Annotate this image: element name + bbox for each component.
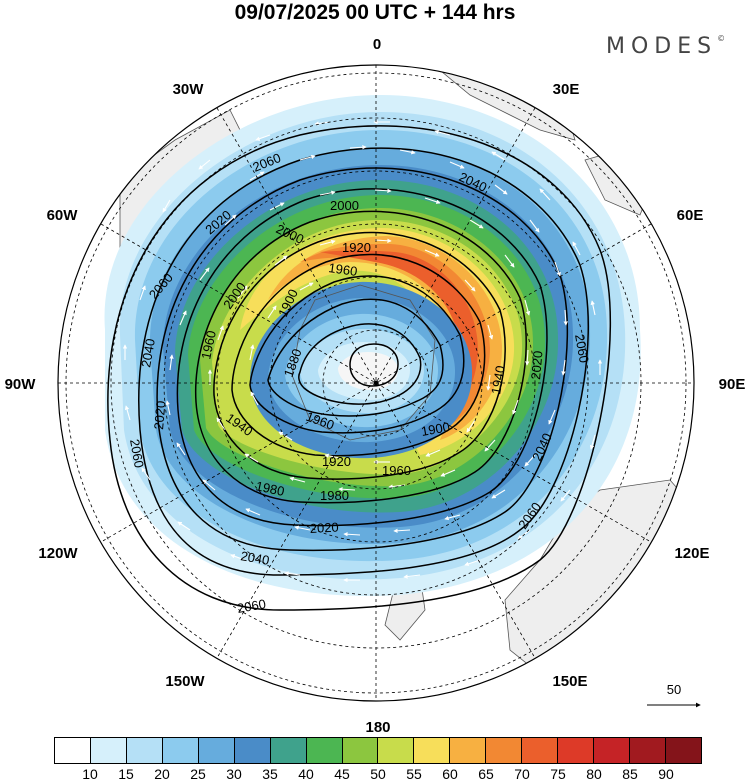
colorbar-tick-label: 10 (82, 766, 98, 782)
antarctica-coast (291, 284, 436, 441)
contour-label: 1960 (382, 463, 411, 478)
lon-label-0: 0 (373, 36, 381, 53)
contour-label: 1960 (198, 329, 219, 360)
brand-text: MODES (606, 34, 718, 59)
colorbar-swatch (90, 738, 127, 763)
lon-label-150w: 150W (165, 673, 205, 690)
lon-label-90e: 90E (719, 376, 746, 393)
colorbar-swatch (558, 738, 595, 763)
contour-2060 (107, 125, 611, 611)
colorbar-ticks: 10 15 20 25 30 35 40 45 50 55 60 65 70 75 80 85 90 (54, 766, 702, 782)
contour-1920 (249, 275, 465, 434)
colorbar-swatch (450, 738, 487, 763)
colorbar-swatch (270, 738, 307, 763)
colorbar-swatch (378, 738, 415, 763)
colorbar-tick-label: 20 (154, 766, 170, 782)
contour-label: 2020 (528, 350, 545, 380)
contour-label: 1980 (320, 488, 349, 503)
colorbar-swatch (162, 738, 199, 763)
colorbar-swatch (522, 738, 559, 763)
contour-1940 (231, 253, 486, 457)
colorbar-swatch (665, 738, 701, 763)
contour-2000 (176, 188, 548, 527)
colorbar-tick-label: 45 (334, 766, 350, 782)
shade-75 (320, 250, 478, 408)
colorbar-swatch (414, 738, 451, 763)
colorbar-tick-label: 25 (190, 766, 206, 782)
contour-label: 2060 (236, 596, 267, 616)
wind-vectors (122, 119, 603, 583)
contour-label: 1920 (342, 240, 371, 255)
colorbar-tick-label: 50 (370, 766, 386, 782)
graticule (58, 65, 694, 701)
contour-label: 1940 (488, 364, 508, 395)
colorbar-swatch (198, 738, 235, 763)
contour-2040 (138, 147, 590, 576)
contour-label: 2040 (239, 548, 270, 568)
contour-label: 2020 (309, 520, 339, 536)
contour-1880 (298, 323, 422, 405)
colorbar-tick-label: 35 (262, 766, 278, 782)
colorbar-swatch (486, 738, 523, 763)
colorbar (54, 737, 702, 764)
colorbar-tick-label: 70 (514, 766, 530, 782)
contour-label: 1920 (322, 454, 351, 469)
colorbar-tick-label: 60 (442, 766, 458, 782)
lon-label-60e: 60E (677, 207, 704, 224)
contour-2020 (156, 167, 569, 552)
colorbar-tick-label: 30 (226, 766, 242, 782)
colorbar-swatch (342, 738, 379, 763)
colorbar-swatch (126, 738, 163, 763)
copyright-mark: © (717, 34, 726, 43)
lon-label-90w: 90W (5, 376, 37, 393)
contour-label: 2060 (572, 333, 592, 364)
lon-label-180: 180 (365, 719, 390, 736)
lon-label-120w: 120W (38, 545, 78, 562)
contour-label: 1900 (420, 419, 451, 439)
lon-label-30e: 30E (553, 81, 580, 98)
colorbar-tick-label: 75 (550, 766, 566, 782)
colorbar-tick-label: 40 (298, 766, 314, 782)
contour-label: 2040 (138, 337, 158, 368)
colorbar-tick-label: 80 (586, 766, 602, 782)
vector-reference: 50 (647, 682, 701, 708)
wind-shading (104, 95, 641, 597)
lon-label-150e: 150E (552, 673, 587, 690)
contour-label: 2000 (330, 198, 359, 213)
contour-label: 2020 (151, 400, 168, 430)
contour-1960 (213, 231, 506, 480)
colorbar-swatch (630, 738, 666, 763)
contour-label: 2060 (127, 438, 147, 469)
map-boundary (57, 64, 695, 702)
lon-label-30w: 30W (173, 81, 205, 98)
colorbar-tick-label: 85 (622, 766, 638, 782)
longitude-labels: 0 30E 60E 90E 120E 150E 180 150W 120W 90… (5, 36, 746, 736)
colorbar-tick-label: 55 (406, 766, 422, 782)
contour-1900 (267, 298, 444, 417)
colorbar-tick-label: 65 (478, 766, 494, 782)
vector-reference-label: 50 (667, 682, 681, 697)
colorbar-swatch (55, 738, 91, 763)
lon-label-60w: 60W (47, 207, 79, 224)
lon-label-120e: 120E (674, 545, 709, 562)
colorbar-swatch (594, 738, 630, 763)
colorbar-swatch (306, 738, 343, 763)
contour-label: 1960 (328, 260, 359, 279)
colorbar-swatch (234, 738, 271, 763)
contour-label: 1980 (254, 478, 285, 499)
colorbar-tick-label: 90 (658, 766, 674, 782)
inner-10 (338, 352, 398, 390)
south-pole-marker (373, 380, 379, 386)
contour-1860 (349, 343, 399, 387)
map-title: 09/07/2025 00 UTC + 144 hrs (234, 1, 516, 24)
brand-logo: MODES© (606, 34, 725, 59)
colorbar-tick-label: 15 (118, 766, 134, 782)
